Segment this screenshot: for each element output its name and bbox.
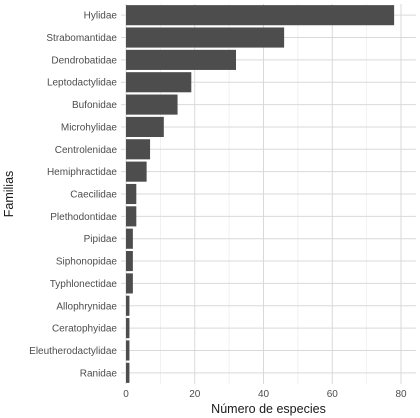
y-tick-label: Leptodactylidae bbox=[47, 78, 117, 89]
x-tick-label: 20 bbox=[189, 389, 201, 400]
bar bbox=[126, 139, 151, 160]
x-tick-label: 0 bbox=[123, 389, 129, 400]
x-tick-labels: 0 20 40 60 80 bbox=[123, 389, 407, 400]
y-tick-label: Strabomantidae bbox=[46, 33, 117, 44]
y-tick-label: Ceratophyidae bbox=[52, 324, 117, 335]
y-tick-label: Ranidae bbox=[80, 368, 118, 379]
bar bbox=[126, 49, 236, 70]
y-tick-label: Pipidae bbox=[84, 234, 118, 245]
y-tick-label: Plethodontidae bbox=[50, 212, 117, 223]
y-tick-labels: Hylidae Strabomantidae Dendrobatidae Leptod… bbox=[29, 11, 117, 380]
bar bbox=[126, 5, 395, 26]
y-tick-label: Eleutherodactylidae bbox=[29, 346, 117, 357]
y-tick-label: Siphonopidae bbox=[56, 257, 118, 268]
bars bbox=[126, 5, 395, 383]
bar bbox=[126, 362, 130, 383]
y-tick-label: Dendrobatidae bbox=[51, 55, 117, 66]
bar bbox=[126, 94, 178, 115]
bar bbox=[126, 251, 133, 272]
y-tick-label: Bufonidae bbox=[72, 100, 117, 111]
y-tick-label: Caecilidae bbox=[70, 190, 117, 201]
y-tick-label: Centrolenidae bbox=[55, 145, 118, 156]
bar bbox=[126, 72, 192, 93]
y-tick-label: Hemiphractidae bbox=[47, 167, 117, 178]
bar bbox=[126, 161, 147, 182]
bar bbox=[126, 183, 137, 205]
bar bbox=[126, 116, 164, 137]
y-axis-title: Familias bbox=[2, 171, 16, 218]
bar bbox=[126, 206, 137, 227]
bar bbox=[126, 295, 130, 316]
bar bbox=[126, 340, 130, 361]
bar bbox=[126, 273, 133, 294]
bar bbox=[126, 228, 133, 249]
y-tick-label: Allophrynidae bbox=[56, 301, 117, 312]
bar bbox=[126, 27, 285, 48]
y-tick-label: Typhlonectidae bbox=[50, 279, 118, 290]
x-tick-label: 80 bbox=[395, 389, 407, 400]
y-tick-label: Microhylidae bbox=[61, 122, 118, 133]
y-tick-label: Hylidae bbox=[84, 11, 118, 22]
bar bbox=[126, 318, 130, 339]
x-tick-label: 60 bbox=[327, 389, 339, 400]
x-axis-title: Número de especies bbox=[211, 402, 326, 416]
x-tick-label: 40 bbox=[258, 389, 270, 400]
